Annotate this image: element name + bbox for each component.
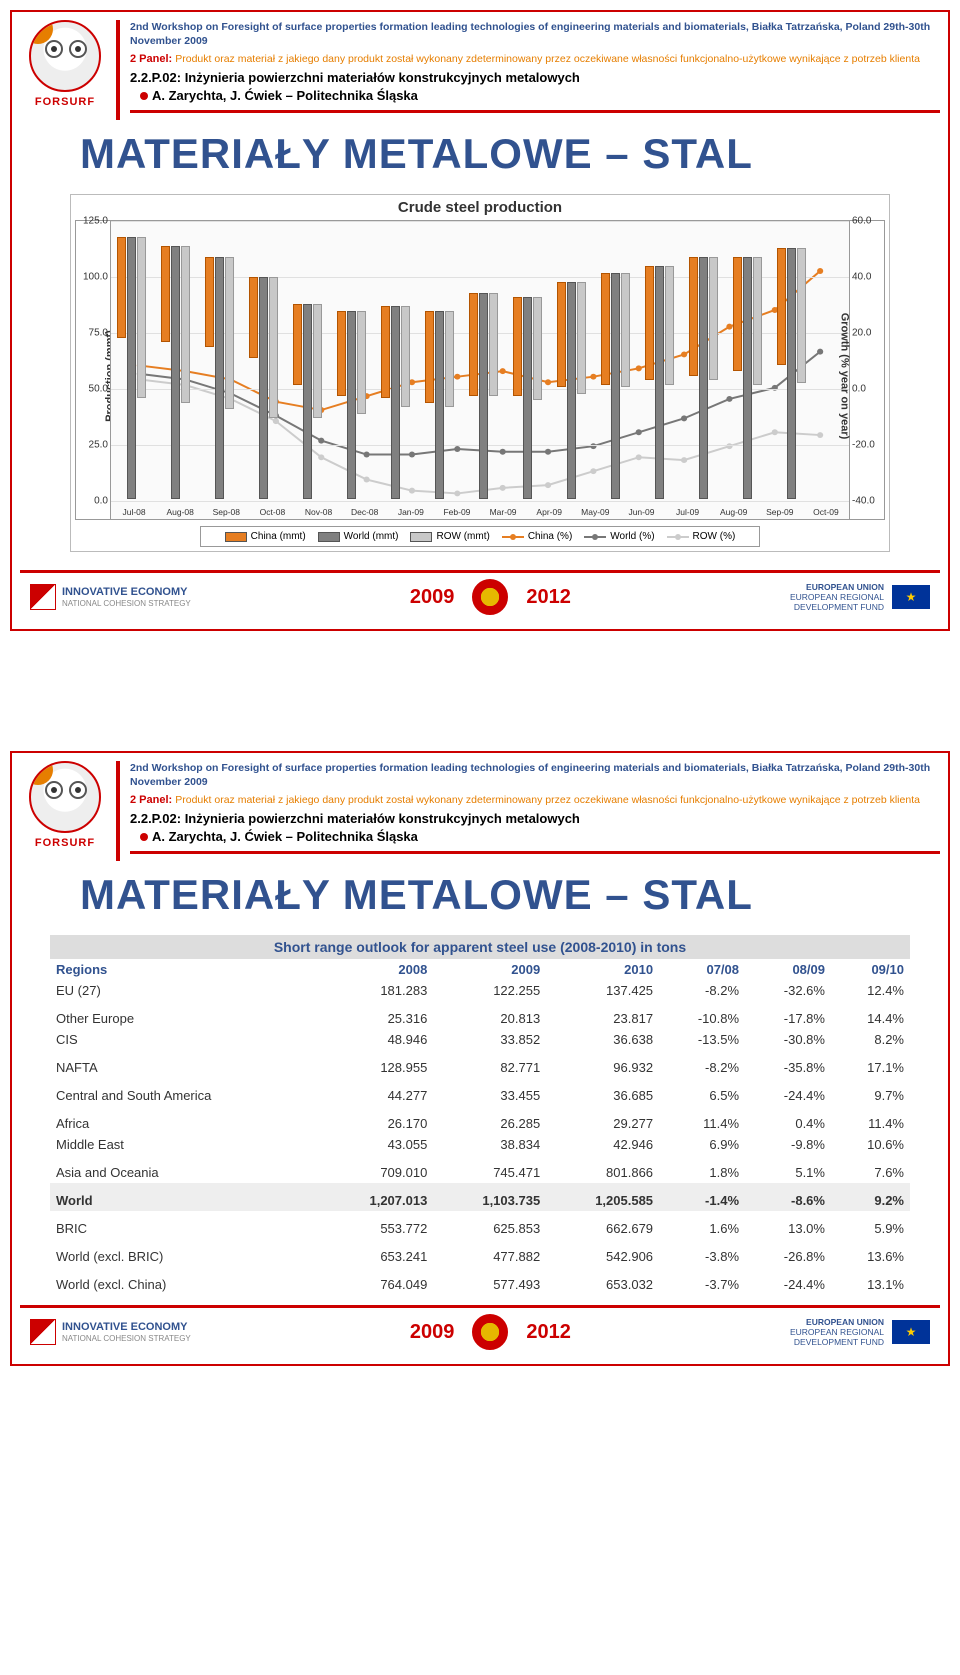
footer-right: EUROPEAN UNION EUROPEAN REGIONAL DEVELOP… <box>790 582 930 613</box>
chart-legend: China (mmt) World (mmt) ROW (mmt) China … <box>200 526 760 547</box>
year-end: 2012 <box>526 1321 571 1344</box>
owl-logo-icon <box>29 20 101 92</box>
table-header-row: Regions20082009201007/0808/0909/10 <box>50 959 910 980</box>
logo-text: FORSURF <box>35 96 95 108</box>
legend-world-line: World (%) <box>584 531 654 542</box>
eu-line2: EUROPEAN REGIONAL <box>790 1327 884 1337</box>
header-text: 2nd Workshop on Foresight of surface pro… <box>130 761 940 861</box>
chart-area: Production (mmt) 0.025.050.075.0100.0125… <box>75 220 885 520</box>
table-row: CIS48.94633.85236.638-13.5%-30.8%8.2% <box>50 1029 910 1050</box>
year-start: 2009 <box>410 1321 455 1344</box>
steel-table: Short range outlook for apparent steel u… <box>50 935 910 1295</box>
panel-label: 2 Panel: <box>130 794 172 806</box>
chart-title: Crude steel production <box>75 199 885 216</box>
table-row: Africa26.17026.28529.27711.4%0.4%11.4% <box>50 1106 910 1134</box>
slide-title: MATERIAŁY METALOWE – STAL <box>80 130 940 178</box>
eu-flag-icon: ★ <box>892 585 930 609</box>
header-text: 2nd Workshop on Foresight of surface pro… <box>130 20 940 120</box>
year-start: 2009 <box>410 586 455 609</box>
table-row: Middle East43.05538.83442.9466.9%-9.8%10… <box>50 1134 910 1155</box>
owl-logo-icon <box>29 761 101 833</box>
table-row: Asia and Oceania709.010745.471801.8661.8… <box>50 1155 910 1183</box>
year-end: 2012 <box>526 586 571 609</box>
table-row: NAFTA128.95582.77196.932-8.2%-35.8%17.1% <box>50 1050 910 1078</box>
workshop-title: 2nd Workshop on Foresight of surface pro… <box>130 761 940 789</box>
footer-left: INNOVATIVE ECONOMYNATIONAL COHESION STRA… <box>30 584 191 610</box>
panel-desc: Produkt oraz materiał z jakiego dany pro… <box>175 53 920 65</box>
table-row: BRIC553.772625.853662.6791.6%13.0%5.9% <box>50 1211 910 1239</box>
table-row: EU (27)181.283122.255137.425-8.2%-32.6%1… <box>50 980 910 1001</box>
legend-china-bar: China (mmt) <box>225 531 306 542</box>
legend-row-line: ROW (%) <box>667 531 736 542</box>
footer-years: 2009 2012 <box>410 1314 571 1350</box>
eu-line3: DEVELOPMENT FUND <box>790 602 884 612</box>
ie-logo-icon <box>30 584 56 610</box>
ie-logo-icon <box>30 1319 56 1345</box>
table-row: World1,207.0131,103.7351,205.585-1.4%-8.… <box>50 1183 910 1211</box>
footer-left: INNOVATIVE ECONOMYNATIONAL COHESION STRA… <box>30 1319 191 1345</box>
bullet-icon <box>140 833 148 841</box>
authors: A. Zarychta, J. Ćwiek – Politechnika Ślą… <box>152 829 418 844</box>
footer-years: 2009 2012 <box>410 579 571 615</box>
data-table: Regions20082009201007/0808/0909/10 EU (2… <box>50 959 910 1295</box>
emblem-icon <box>472 1314 508 1350</box>
header: FORSURF 2nd Workshop on Foresight of sur… <box>20 761 940 861</box>
plot-area: Jul-08Aug-08Sep-08Oct-08Nov-08Dec-08Jan-… <box>110 221 850 519</box>
slide-footer: INNOVATIVE ECONOMYNATIONAL COHESION STRA… <box>20 1305 940 1356</box>
slide-2: FORSURF 2nd Workshop on Foresight of sur… <box>10 751 950 1366</box>
slide-footer: INNOVATIVE ECONOMYNATIONAL COHESION STRA… <box>20 570 940 621</box>
header: FORSURF 2nd Workshop on Foresight of sur… <box>20 20 940 120</box>
footer-left-title: INNOVATIVE ECONOMY <box>62 1321 191 1333</box>
footer-left-sub: NATIONAL COHESION STRATEGY <box>62 599 191 608</box>
divider <box>130 110 940 113</box>
table-row: World (excl. China)764.049577.493653.032… <box>50 1267 910 1295</box>
eu-line1: EUROPEAN UNION <box>790 1317 884 1327</box>
table-row: Other Europe25.31620.81323.817-10.8%-17.… <box>50 1001 910 1029</box>
y-label-right: Growth (% year on year) <box>839 313 851 440</box>
logo-forsurf: FORSURF <box>20 761 120 861</box>
panel-label: 2 Panel: <box>130 53 172 65</box>
workshop-title: 2nd Workshop on Foresight of surface pro… <box>130 20 940 48</box>
eu-line2: EUROPEAN REGIONAL <box>790 592 884 602</box>
table-title: Short range outlook for apparent steel u… <box>50 935 910 959</box>
topic: 2.2.P.02: Inżynieria powierzchni materia… <box>130 69 940 87</box>
logo-text: FORSURF <box>35 837 95 849</box>
table-row: Central and South America44.27733.45536.… <box>50 1078 910 1106</box>
panel-desc: Produkt oraz materiał z jakiego dany pro… <box>175 794 920 806</box>
eu-line3: DEVELOPMENT FUND <box>790 1337 884 1347</box>
bullet-icon <box>140 92 148 100</box>
footer-left-sub: NATIONAL COHESION STRATEGY <box>62 1334 191 1343</box>
eu-flag-icon: ★ <box>892 1320 930 1344</box>
divider <box>130 851 940 854</box>
legend-china-line: China (%) <box>502 531 572 542</box>
y-axis-left: Production (mmt) 0.025.050.075.0100.0125… <box>76 221 110 519</box>
footer-left-title: INNOVATIVE ECONOMY <box>62 586 191 598</box>
y-axis-right: Growth (% year on year) -40.0-20.00.020.… <box>850 221 884 519</box>
logo-forsurf: FORSURF <box>20 20 120 120</box>
slide-title: MATERIAŁY METALOWE – STAL <box>80 871 940 919</box>
emblem-icon <box>472 579 508 615</box>
x-axis-labels: Jul-08Aug-08Sep-08Oct-08Nov-08Dec-08Jan-… <box>111 507 849 517</box>
topic: 2.2.P.02: Inżynieria powierzchni materia… <box>130 810 940 828</box>
chart-container: Crude steel production Production (mmt) … <box>70 194 890 552</box>
table-body: EU (27)181.283122.255137.425-8.2%-32.6%1… <box>50 980 910 1295</box>
table-row: World (excl. BRIC)653.241477.882542.906-… <box>50 1239 910 1267</box>
footer-right: EUROPEAN UNION EUROPEAN REGIONAL DEVELOP… <box>790 1317 930 1348</box>
legend-row-bar: ROW (mmt) <box>410 531 489 542</box>
eu-line1: EUROPEAN UNION <box>790 582 884 592</box>
legend-world-bar: World (mmt) <box>318 531 399 542</box>
slide-1: FORSURF 2nd Workshop on Foresight of sur… <box>10 10 950 631</box>
authors: A. Zarychta, J. Ćwiek – Politechnika Ślą… <box>152 88 418 103</box>
